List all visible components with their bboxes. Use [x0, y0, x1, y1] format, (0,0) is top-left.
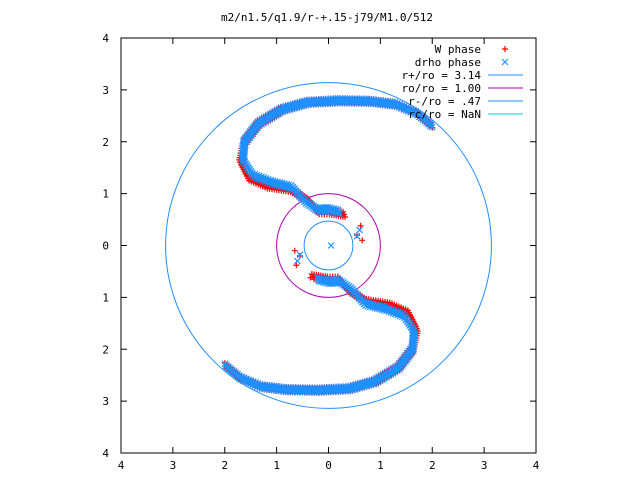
data-point-+	[291, 247, 298, 254]
data-point-x	[296, 251, 304, 259]
reference-circle-0	[165, 82, 492, 409]
legend-marker	[501, 58, 509, 66]
reference-circle-2	[303, 220, 354, 271]
data-point-x	[315, 277, 323, 285]
legend-label: rc/ro = NaN	[408, 108, 481, 121]
x-tick-label: 2	[221, 459, 228, 472]
data-point-+	[357, 222, 364, 229]
data-point-+	[293, 262, 300, 269]
data-point-x	[353, 232, 361, 240]
x-tick-label: 4	[533, 459, 540, 472]
y-tick-label: 4	[102, 447, 109, 460]
x-tick-label: 3	[170, 459, 177, 472]
legend-marker	[502, 46, 508, 52]
reference-circles	[165, 82, 492, 409]
data-point-+	[359, 237, 366, 244]
y-tick-label: 1	[102, 188, 109, 201]
y-tick-label: 0	[102, 240, 109, 253]
data-point-x	[313, 273, 321, 281]
data-point-x	[293, 257, 301, 265]
y-tick-label: 2	[102, 343, 109, 356]
legend-label: drho phase	[415, 56, 481, 69]
x-tick-label: 4	[118, 459, 125, 472]
x-tick-label: 1	[377, 459, 384, 472]
y-tick-label: 2	[102, 136, 109, 149]
x-tick-label: 1	[273, 459, 280, 472]
y-tick-label: 1	[102, 291, 109, 304]
data-point-x	[327, 242, 335, 249]
legend-label: r+/ro = 3.14	[402, 69, 482, 82]
x-tick-label: 2	[429, 459, 436, 472]
data-point-x	[356, 226, 364, 234]
data-point-+	[307, 274, 314, 281]
y-tick-label: 4	[102, 32, 109, 45]
legend-label: ro/ro = 1.00	[402, 82, 481, 95]
legend-label: r-/ro = .47	[408, 95, 481, 108]
x-tick-label: 0	[325, 459, 332, 472]
y-axis-ticks: 4 3 2 1 0 1 2 3 4	[102, 32, 536, 460]
chart-title: m2/n1.5/q1.9/r-+.15-j79/M1.0/512	[221, 11, 433, 24]
data-point-+	[342, 213, 349, 220]
data-points	[221, 46, 509, 396]
data-point-x	[336, 210, 344, 218]
data-point-x	[334, 206, 342, 214]
y-tick-label: 3	[102, 84, 109, 97]
data-point-x	[314, 275, 322, 283]
reference-circle-1	[276, 193, 381, 298]
legend-label: W phase	[435, 43, 481, 56]
x-tick-label: 3	[481, 459, 488, 472]
x-axis-ticks: 4 3 2 1 0 1 2 3 4	[118, 38, 540, 472]
y-tick-label: 3	[102, 395, 109, 408]
data-point-x	[335, 208, 343, 216]
